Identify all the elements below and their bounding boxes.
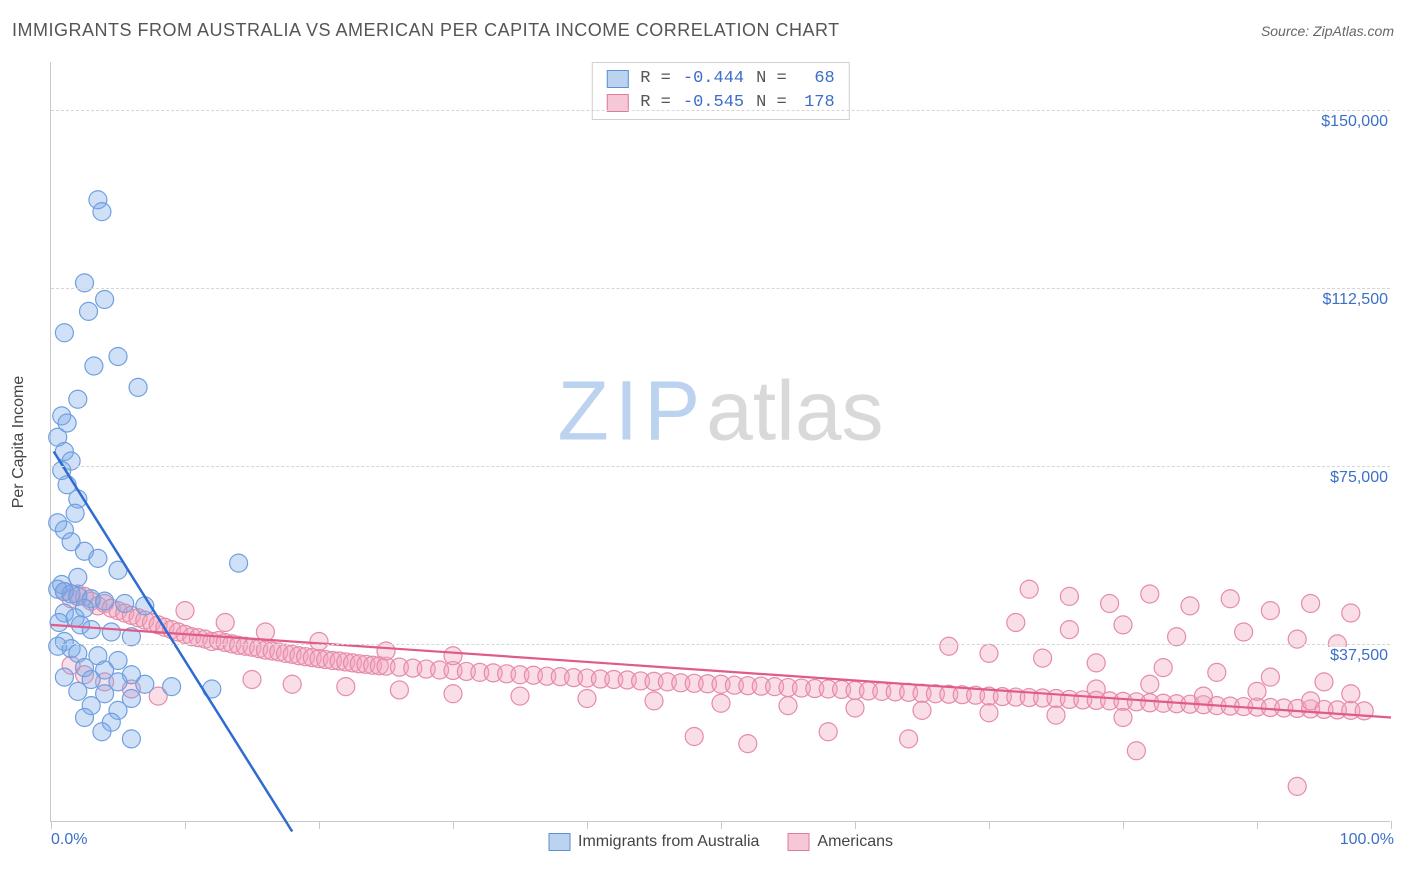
legend-row-blue: R = -0.444 N = 68	[606, 67, 834, 91]
legend-item-blue: Immigrants from Australia	[548, 833, 759, 851]
y-tick-label: $75,000	[1324, 469, 1394, 487]
n-label: N =	[756, 91, 787, 115]
x-tick	[1123, 821, 1124, 829]
x-tick	[587, 821, 588, 829]
legend-row-pink: R = -0.545 N = 178	[606, 91, 834, 115]
source-label: Source: ZipAtlas.com	[1261, 23, 1394, 39]
x-tick	[51, 821, 52, 829]
x-axis-min-label: 0.0%	[51, 831, 87, 849]
r-value-blue: -0.444	[683, 67, 744, 91]
scatter-plot-svg	[51, 62, 1390, 821]
y-tick-label: $150,000	[1315, 113, 1394, 131]
plot-area: Per Capita Income ZIPatlas R = -0.444 N …	[50, 62, 1390, 822]
x-tick	[855, 821, 856, 829]
gridline	[51, 644, 1390, 645]
series-legend: Immigrants from Australia Americans	[548, 833, 893, 851]
x-tick	[1257, 821, 1258, 829]
x-tick	[453, 821, 454, 829]
legend-label-pink: Americans	[817, 833, 893, 851]
x-tick	[185, 821, 186, 829]
chart-title: IMMIGRANTS FROM AUSTRALIA VS AMERICAN PE…	[12, 20, 840, 41]
r-label: R =	[640, 91, 671, 115]
r-value-pink: -0.545	[683, 91, 744, 115]
y-tick-label: $112,500	[1316, 291, 1394, 309]
legend-label-blue: Immigrants from Australia	[578, 833, 759, 851]
x-tick	[989, 821, 990, 829]
legend-item-pink: Americans	[787, 833, 893, 851]
correlation-legend: R = -0.444 N = 68 R = -0.545 N = 178	[591, 62, 849, 120]
swatch-blue-icon	[548, 833, 570, 851]
r-label: R =	[640, 67, 671, 91]
x-axis-max-label: 100.0%	[1340, 831, 1394, 849]
y-tick-label: $37,500	[1324, 647, 1394, 665]
swatch-pink-icon	[787, 833, 809, 851]
n-value-pink: 178	[799, 91, 835, 115]
gridline	[51, 288, 1390, 289]
gridline	[51, 466, 1390, 467]
gridline	[51, 110, 1390, 111]
swatch-blue-icon	[606, 70, 628, 88]
n-label: N =	[756, 67, 787, 91]
n-value-blue: 68	[799, 67, 835, 91]
x-tick	[1391, 821, 1392, 829]
x-tick	[319, 821, 320, 829]
x-tick	[721, 821, 722, 829]
y-axis-title: Per Capita Income	[10, 375, 28, 508]
